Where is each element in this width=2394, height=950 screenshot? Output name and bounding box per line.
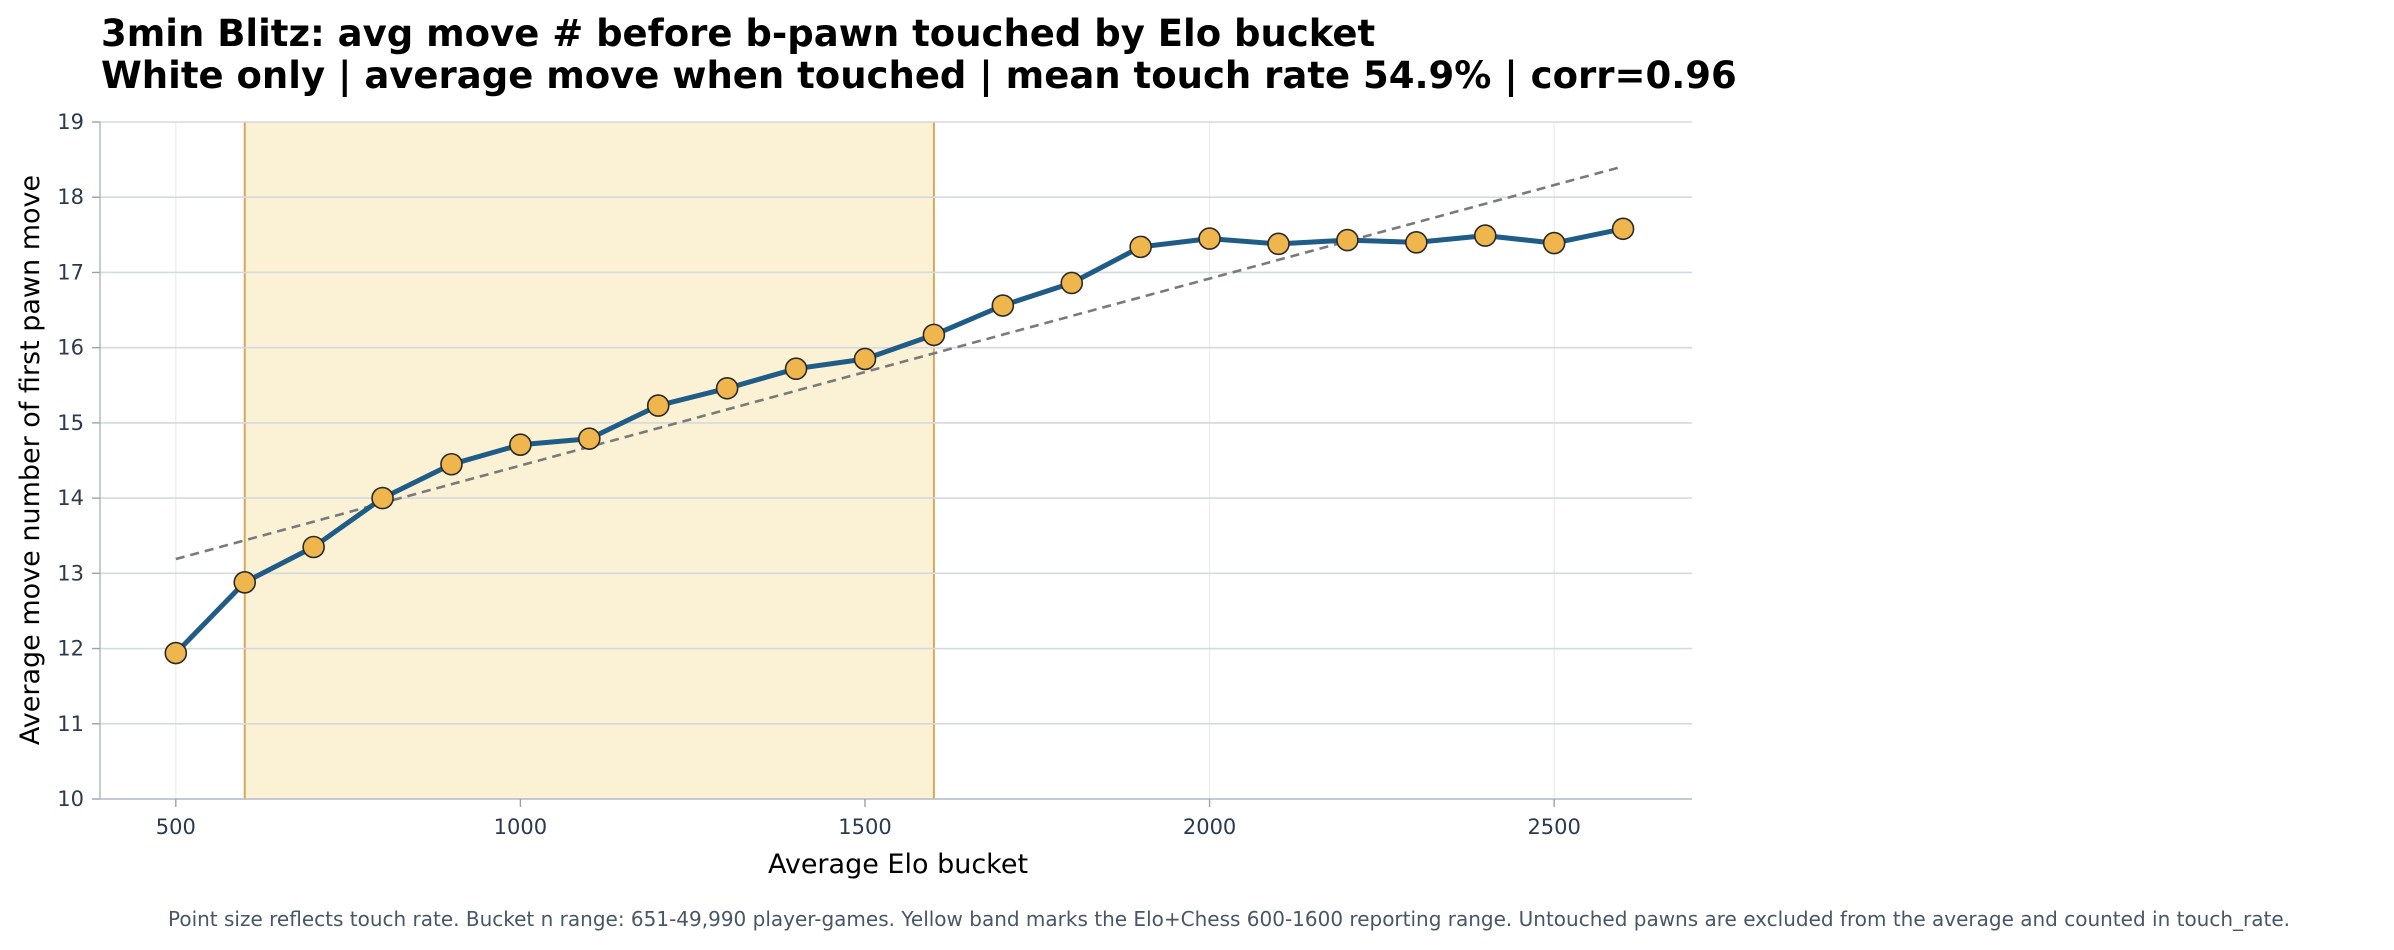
y-tick-label: 15 (57, 411, 84, 435)
x-tick-label: 500 (156, 815, 196, 839)
x-axis-ticks: 500 1000 1500 2000 2500 (156, 799, 1581, 839)
y-tick-label: 11 (57, 712, 84, 736)
data-point (440, 452, 463, 476)
data-point (991, 294, 1015, 317)
data-point (1473, 224, 1497, 247)
data-point (302, 535, 325, 559)
footnote: Point size reflects touch rate. Bucket n… (168, 907, 2290, 931)
chart-subtitle: White only | average move when touched |… (101, 54, 1737, 97)
x-axis-label: Average Elo bucket (768, 849, 1028, 880)
data-point (1405, 231, 1428, 254)
data-point (922, 323, 946, 347)
y-axis-label: Average move number of first pawn move (15, 175, 46, 745)
data-point (1267, 232, 1290, 256)
data-point (1060, 271, 1084, 295)
y-tick-label: 14 (57, 486, 84, 510)
data-point (1336, 228, 1359, 252)
data-point (1611, 217, 1635, 241)
x-tick-label: 1500 (838, 815, 891, 839)
y-tick-label: 13 (57, 561, 84, 585)
y-tick-label: 17 (57, 260, 84, 284)
data-point (509, 433, 532, 457)
data-point (1129, 235, 1152, 259)
y-tick-label: 19 (57, 110, 84, 134)
x-tick-label: 2000 (1183, 815, 1236, 839)
y-axis-ticks: 10 11 12 13 14 15 16 17 18 19 (57, 110, 100, 811)
x-tick-label: 1000 (494, 815, 547, 839)
data-point (233, 571, 257, 594)
y-tick-label: 10 (57, 787, 84, 811)
data-point (784, 357, 808, 381)
chart-title: 3min Blitz: avg move # before b-pawn tou… (101, 12, 1375, 55)
x-tick-label: 2500 (1527, 815, 1580, 839)
data-point (164, 641, 188, 665)
data-point (715, 376, 739, 400)
data-point (1198, 227, 1221, 250)
data-point (1542, 231, 1566, 255)
y-tick-label: 16 (57, 336, 84, 360)
y-tick-label: 12 (57, 637, 84, 661)
data-point (853, 347, 877, 371)
data-point (646, 394, 670, 417)
trend-line (175, 165, 1624, 561)
series-line (173, 226, 1626, 656)
data-point (578, 427, 601, 450)
data-point (371, 486, 394, 510)
y-tick-label: 18 (57, 185, 84, 209)
data-points (164, 217, 1635, 665)
reporting-range-band (244, 122, 934, 799)
